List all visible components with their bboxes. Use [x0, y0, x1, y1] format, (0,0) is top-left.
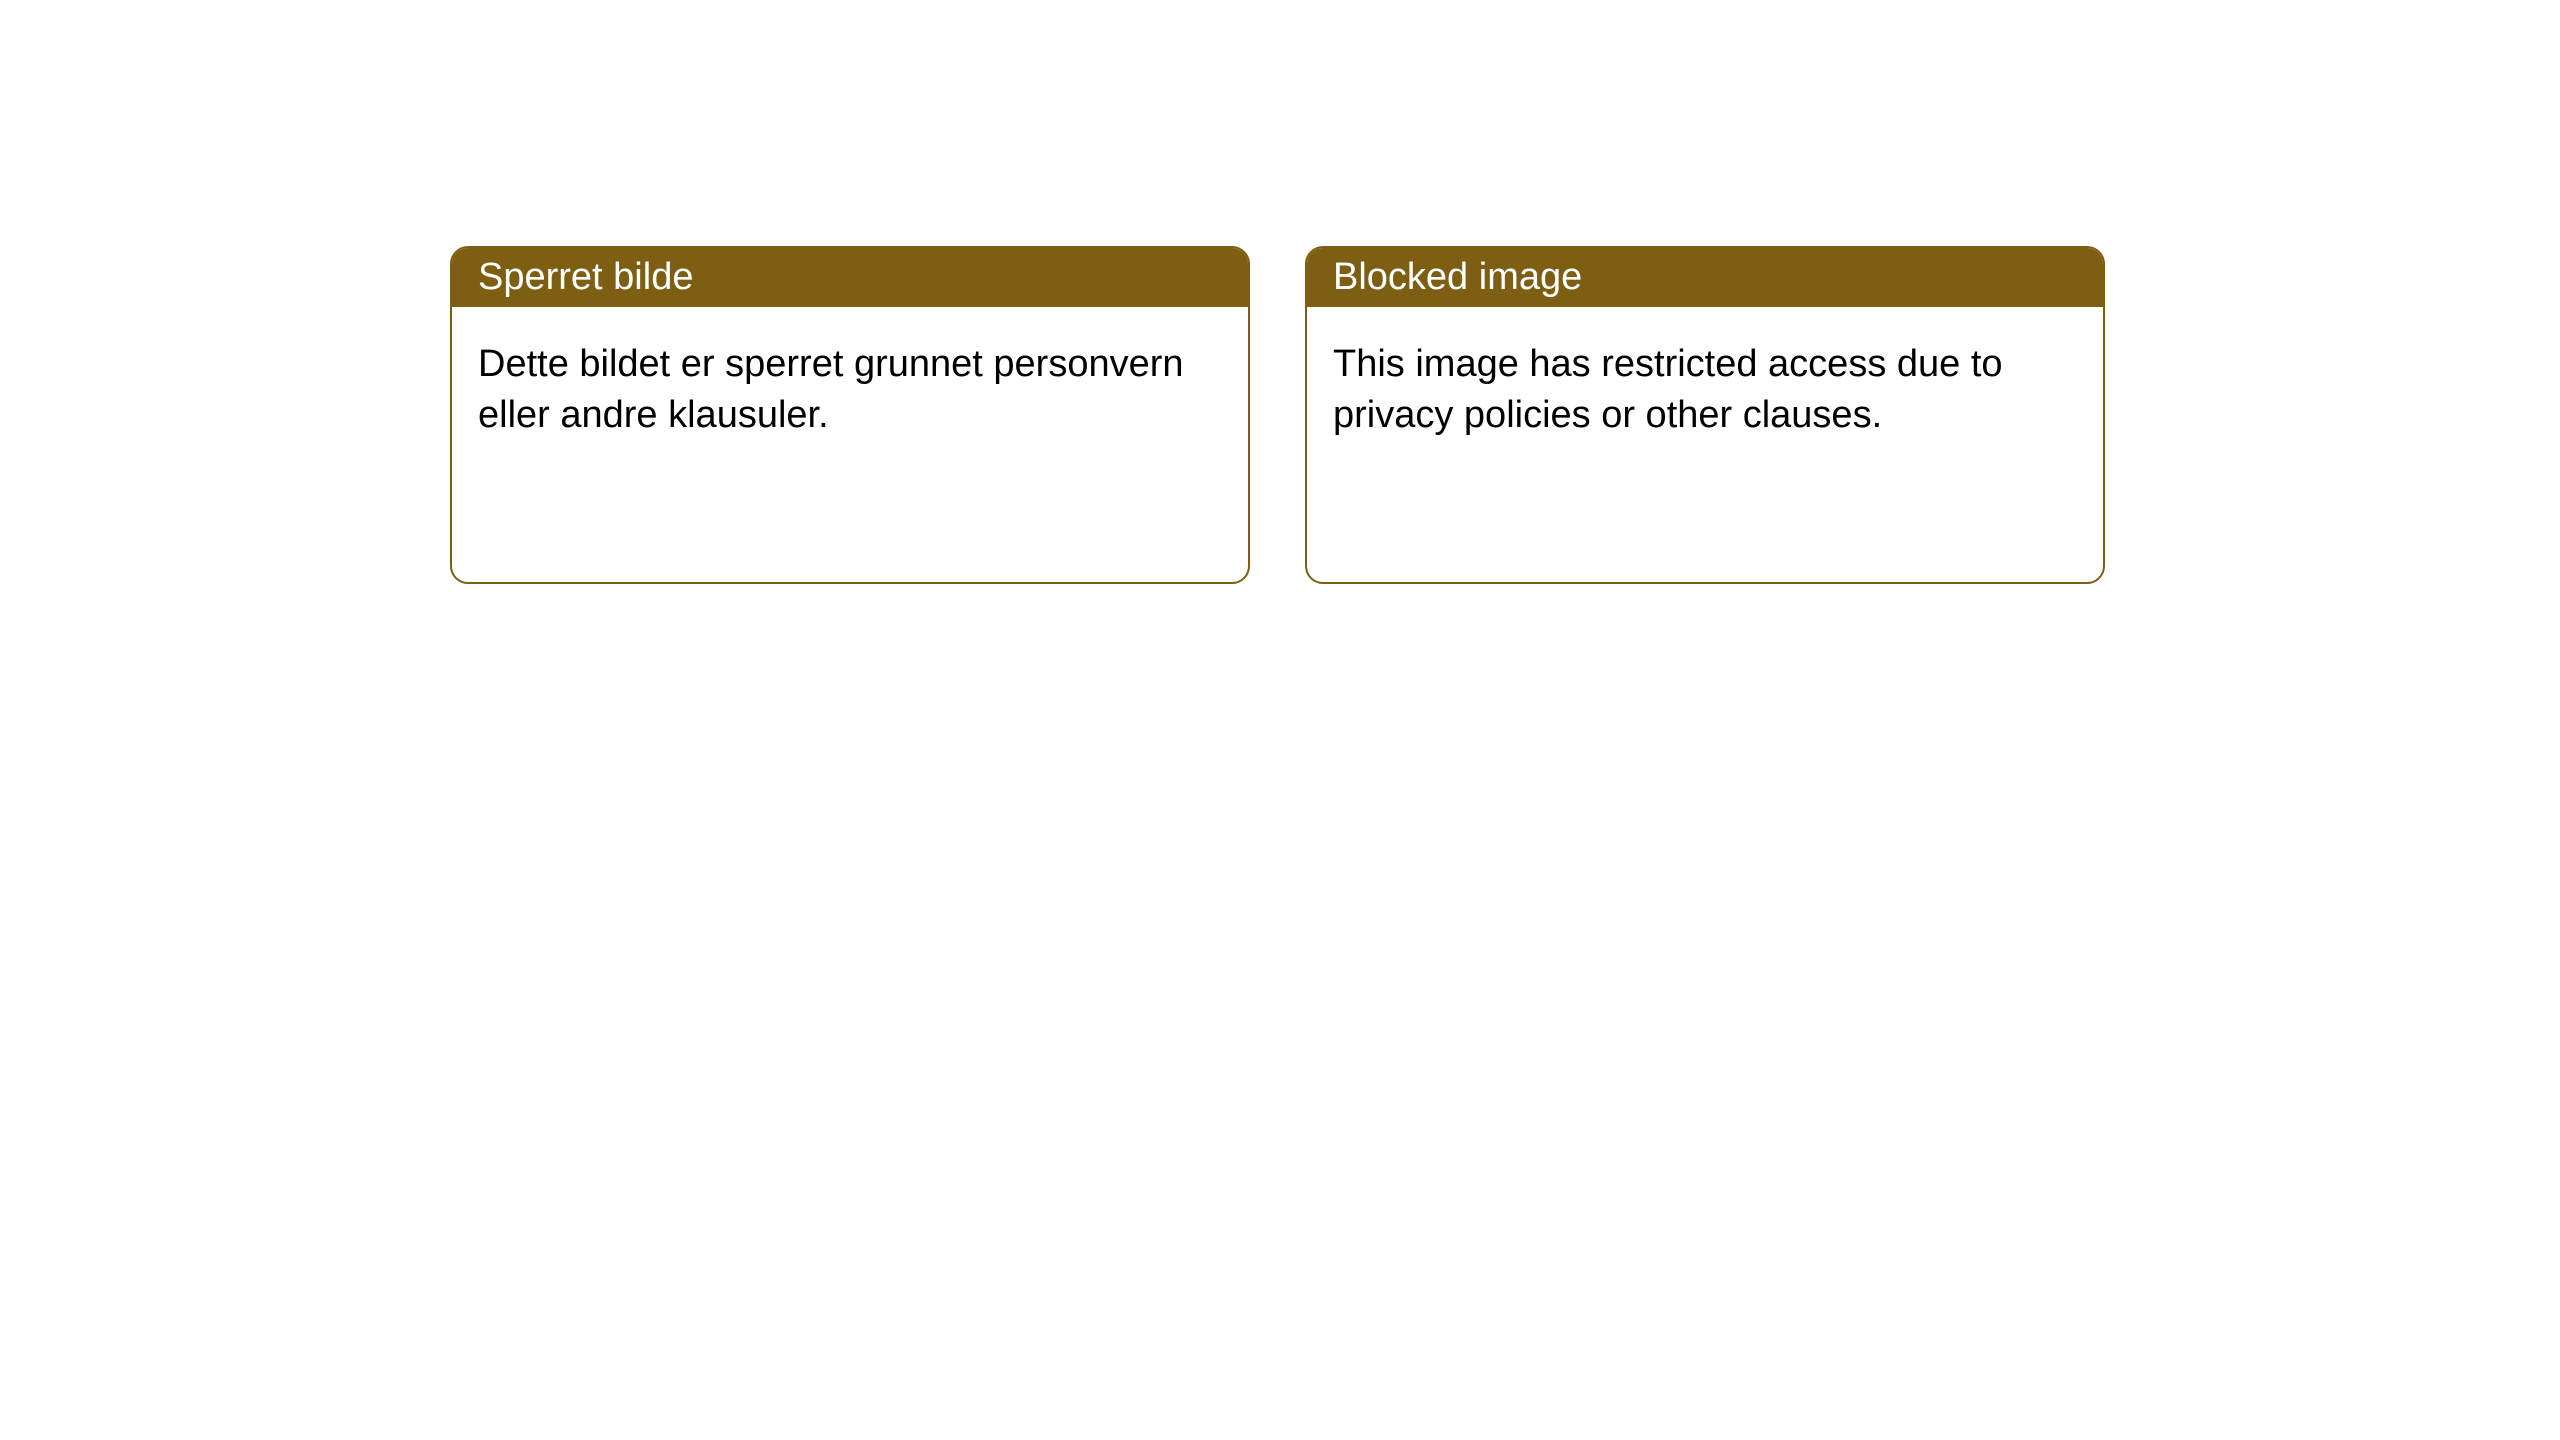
- notice-card-norwegian: Sperret bilde Dette bildet er sperret gr…: [450, 246, 1250, 584]
- card-header: Sperret bilde: [452, 248, 1248, 307]
- card-body: Dette bildet er sperret grunnet personve…: [452, 307, 1248, 582]
- notice-card-english: Blocked image This image has restricted …: [1305, 246, 2105, 584]
- card-body: This image has restricted access due to …: [1307, 307, 2103, 582]
- card-body-text: Dette bildet er sperret grunnet personve…: [478, 343, 1184, 436]
- card-header: Blocked image: [1307, 248, 2103, 307]
- notice-cards-container: Sperret bilde Dette bildet er sperret gr…: [450, 246, 2105, 584]
- card-title: Blocked image: [1333, 256, 1582, 298]
- card-title: Sperret bilde: [478, 256, 693, 298]
- card-body-text: This image has restricted access due to …: [1333, 343, 2003, 436]
